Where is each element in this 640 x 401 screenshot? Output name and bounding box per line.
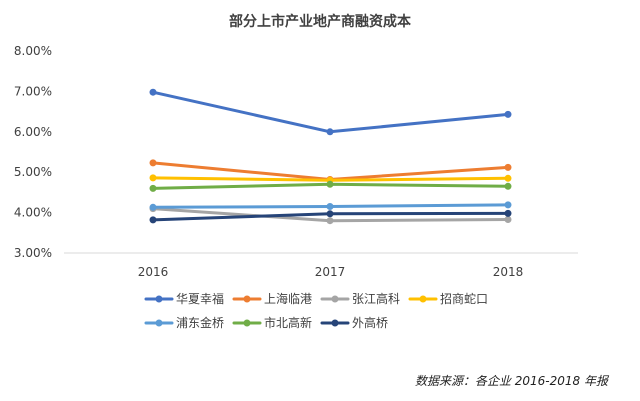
source-note: 数据来源：各企业 2016-2018 年报: [414, 374, 608, 388]
y-tick-label: 8.00%: [14, 44, 52, 58]
y-tick-label: 5.00%: [14, 165, 52, 179]
x-tick-label: 2017: [315, 265, 346, 279]
legend-label: 外高桥: [352, 315, 388, 330]
legend-label: 张江高科: [352, 291, 400, 306]
legend-swatch-marker: [419, 295, 427, 303]
chart-title: 部分上市产业地产商融资成本: [229, 13, 412, 30]
legend-swatch-marker: [243, 319, 251, 327]
x-tick-label: 2016: [138, 265, 169, 279]
data-point: [149, 216, 157, 224]
x-tick-label: 2018: [493, 265, 524, 279]
data-point: [149, 174, 157, 182]
data-point: [326, 203, 334, 210]
series-layer: [149, 88, 512, 225]
y-tick-label: 6.00%: [14, 125, 52, 139]
data-point: [504, 216, 512, 223]
legend-swatch-marker: [331, 319, 339, 327]
legend-label: 招商蛇口: [440, 291, 488, 306]
series-4: [149, 174, 512, 184]
legend-swatch-marker: [331, 295, 339, 303]
legend-swatch-marker: [155, 319, 163, 327]
data-point: [326, 217, 334, 225]
legend-item: 华夏幸福: [144, 291, 224, 306]
data-point: [149, 184, 157, 192]
data-point: [504, 174, 512, 182]
data-point: [326, 180, 334, 188]
data-point: [504, 163, 512, 171]
x-axis: 2016 2017 2018: [64, 252, 578, 279]
series-line: [151, 90, 510, 134]
series-7: [149, 209, 512, 224]
legend-item: 张江高科: [320, 291, 400, 306]
legend-label: 华夏幸福: [176, 291, 224, 306]
data-point: [504, 110, 512, 118]
legend-item: 外高桥: [320, 315, 388, 330]
legend-swatch-marker: [243, 295, 251, 303]
legend-label: 浦东金桥: [176, 315, 224, 330]
series-5: [149, 201, 512, 211]
series-6: [149, 180, 512, 192]
y-tick-label: 7.00%: [14, 84, 52, 98]
data-point: [149, 203, 157, 211]
legend-label: 市北高新: [264, 315, 312, 330]
data-point: [504, 209, 512, 217]
legend-label: 上海临港: [264, 291, 312, 306]
legend-item: 浦东金桥: [144, 315, 224, 330]
legend-item: 招商蛇口: [408, 291, 488, 306]
legend-item: 市北高新: [232, 315, 312, 330]
y-tick-label: 3.00%: [14, 246, 52, 260]
data-point: [504, 201, 512, 209]
data-point: [149, 159, 157, 167]
legend-swatch-marker: [155, 295, 163, 303]
data-point: [149, 88, 157, 96]
legend-item: 上海临港: [232, 291, 312, 306]
y-tick-label: 4.00%: [14, 206, 52, 220]
y-axis: 8.00% 7.00% 6.00% 5.00% 4.00% 3.00%: [14, 44, 52, 260]
data-point: [504, 182, 512, 190]
data-point: [326, 210, 334, 218]
series-1: [149, 88, 512, 136]
data-point: [326, 128, 334, 136]
